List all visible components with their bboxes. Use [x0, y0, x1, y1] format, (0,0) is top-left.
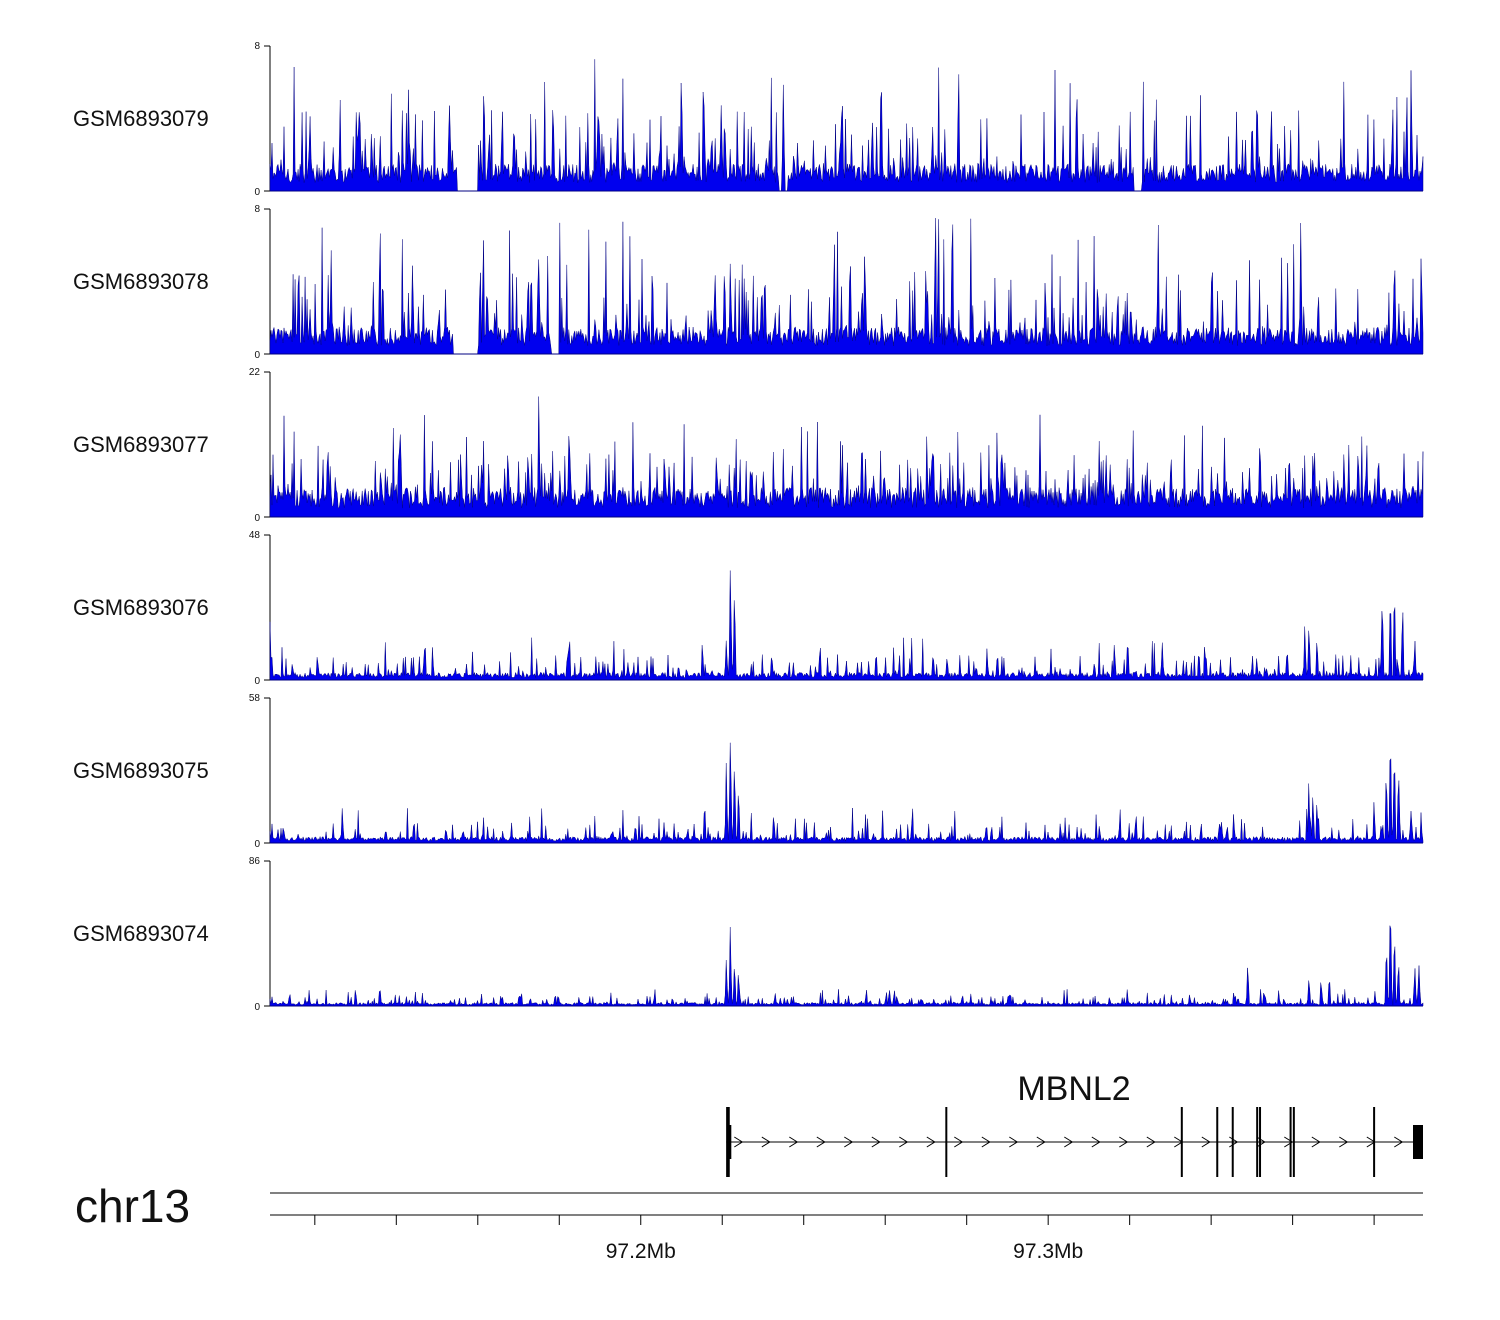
strand-arrow	[1284, 1136, 1294, 1148]
signal-area	[269, 742, 1424, 844]
signal-area	[269, 570, 1424, 681]
y-tick-label-max: 58	[249, 693, 261, 704]
exon	[726, 1107, 729, 1177]
strand-arrow	[1201, 1136, 1211, 1148]
strand-arrow	[1119, 1136, 1129, 1148]
y-tick-label-max: 22	[249, 367, 261, 378]
y-tick-label-max: 8	[254, 41, 260, 52]
y-tick-label-min: 0	[254, 1002, 260, 1013]
track-GSM6893078: GSM6893078 8 0	[73, 204, 1424, 361]
genome-axis: chr13 97.2Mb 97.3Mb	[75, 1180, 1423, 1263]
signal-tracks: GSM689307980GSM689307880GSM6893077220GSM…	[73, 41, 1424, 1013]
track-GSM6893079: GSM6893079 8 0	[73, 41, 1424, 198]
exon	[1231, 1107, 1234, 1177]
x-tick-label: 97.2Mb	[606, 1240, 676, 1263]
track-GSM6893075: GSM6893075 58 0	[73, 693, 1424, 850]
strand-arrow	[789, 1136, 799, 1148]
strand-arrow	[981, 1136, 991, 1148]
exon	[1373, 1107, 1376, 1177]
strand-arrow	[1146, 1136, 1156, 1148]
strand-arrow	[1036, 1136, 1046, 1148]
strand-arrow	[1311, 1136, 1321, 1148]
signal-area	[269, 925, 1424, 1007]
y-tick-label-max: 8	[254, 204, 260, 215]
x-tick-label: 97.3Mb	[1013, 1240, 1083, 1263]
signal-area	[269, 59, 1424, 192]
track-label: GSM6893074	[73, 921, 209, 946]
strand-arrow	[844, 1136, 854, 1148]
track-GSM6893074: GSM6893074 86 0	[73, 856, 1424, 1013]
strand-arrow	[954, 1136, 964, 1148]
y-tick-label-min: 0	[254, 350, 260, 361]
strand-arrow	[1064, 1136, 1074, 1148]
track-label: GSM6893079	[73, 106, 209, 131]
exon	[1289, 1107, 1292, 1177]
strand-arrow	[1009, 1136, 1019, 1148]
exon	[1256, 1107, 1259, 1177]
exon	[945, 1107, 948, 1177]
exon-last	[1413, 1125, 1423, 1159]
exon	[1180, 1107, 1183, 1177]
y-tick-label-max: 86	[249, 856, 261, 867]
strand-arrow	[1339, 1136, 1349, 1148]
strand-arrow	[1394, 1136, 1404, 1148]
track-label: GSM6893077	[73, 432, 209, 457]
track-GSM6893076: GSM6893076 48 0	[73, 530, 1424, 687]
track-label: GSM6893078	[73, 269, 209, 294]
gene-label: MBNL2	[1017, 1070, 1130, 1108]
signal-area	[269, 396, 1424, 518]
strand-arrow	[871, 1136, 881, 1148]
exon	[1216, 1107, 1219, 1177]
strand-arrow	[816, 1136, 826, 1148]
exon-first	[728, 1125, 732, 1159]
y-tick-label-max: 48	[249, 530, 261, 541]
y-tick-label-min: 0	[254, 187, 260, 198]
gene-track: MBNL2	[726, 1070, 1423, 1177]
strand-arrow	[761, 1136, 771, 1148]
y-tick-label-min: 0	[254, 676, 260, 687]
strand-arrow	[926, 1136, 936, 1148]
signal-area	[269, 218, 1424, 355]
track-GSM6893077: GSM6893077 22 0	[73, 367, 1424, 524]
y-tick-label-min: 0	[254, 839, 260, 850]
exon	[1259, 1107, 1262, 1177]
strand-arrow	[899, 1136, 909, 1148]
strand-arrow	[1091, 1136, 1101, 1148]
track-label: GSM6893075	[73, 758, 209, 783]
track-label: GSM6893076	[73, 595, 209, 620]
y-tick-label-min: 0	[254, 513, 260, 524]
exon	[1292, 1107, 1295, 1177]
strand-arrow	[734, 1136, 744, 1148]
chromosome-label: chr13	[75, 1180, 190, 1232]
